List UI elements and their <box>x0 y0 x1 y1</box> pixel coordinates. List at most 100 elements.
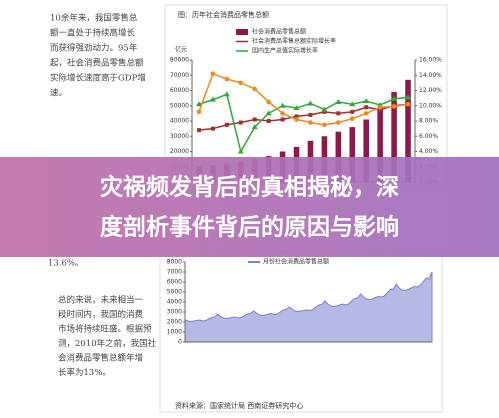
bar <box>335 131 342 182</box>
marker <box>294 114 299 119</box>
marker <box>364 105 369 110</box>
marker <box>308 112 313 117</box>
paragraph-line: 速。 <box>50 89 67 99</box>
marker <box>196 128 201 133</box>
marker <box>377 104 383 110</box>
paragraph-line: 额一直处于持续高增长 <box>50 28 136 39</box>
paragraph-line: 总的来说，未来相当一 <box>58 295 144 306</box>
legend-label: 月份社会消费品零售总额 <box>263 258 329 266</box>
y-tick-label: 4000 <box>167 299 182 306</box>
marker <box>322 122 327 128</box>
y2-tick-label: 4.00% <box>419 148 438 155</box>
area <box>184 271 433 343</box>
y-tick-label: 0 <box>178 339 182 346</box>
y2-tick-label: 6.00% <box>419 133 438 140</box>
marker <box>266 99 271 105</box>
legend-swatch <box>236 29 248 35</box>
paragraph-line: 长率为13%。 <box>58 367 111 378</box>
y-tick-label: 60000 <box>170 87 189 94</box>
legend-label: 社会消费品零售总额实际增长率 <box>252 37 336 45</box>
marker <box>224 76 230 82</box>
banner-line: 灾祸频发背后的真相揭秘，深 <box>100 174 399 201</box>
marker <box>196 109 202 115</box>
axis-label: 亿元 <box>175 46 187 54</box>
marker <box>237 148 244 154</box>
marker <box>321 106 328 112</box>
marker <box>349 116 355 122</box>
source: 资料来源：国家统计局 西南证券研究中心 <box>175 401 303 410</box>
bar <box>349 127 356 182</box>
marker <box>238 120 243 125</box>
y2-tick-label: 16.00% <box>419 57 442 64</box>
y-tick-label: 30000 <box>170 133 189 140</box>
paragraph-line: 段时间内，我国的消费 <box>58 309 144 320</box>
y-tick-label: 7000 <box>167 269 182 276</box>
paragraph-line: 10余年来，我国零售总 <box>50 13 138 24</box>
marker <box>363 111 369 116</box>
marker <box>210 71 216 77</box>
marker <box>336 120 341 125</box>
y-tick-label: 8000 <box>167 259 182 266</box>
y-tick-label: 3000 <box>167 309 182 316</box>
line <box>198 72 409 126</box>
marker <box>251 124 258 130</box>
y-tick-label: 20000 <box>170 148 189 155</box>
y-tick-label: 80000 <box>170 57 189 64</box>
y-tick-label: 70000 <box>170 72 189 79</box>
marker <box>391 95 398 101</box>
bar <box>363 119 370 182</box>
bar <box>391 92 397 182</box>
bar <box>405 79 411 182</box>
y-tick-label: 6000 <box>167 279 182 286</box>
marker <box>363 98 370 104</box>
marker <box>349 101 356 107</box>
marker <box>266 119 271 123</box>
y2-tick-label: 14.00% <box>419 72 442 79</box>
paragraph-line: 实际增长速度高于GDP增 <box>50 73 146 84</box>
y-tick-label: 5000 <box>167 289 182 296</box>
marker <box>405 101 411 107</box>
marker <box>294 117 299 122</box>
paragraph-line: 会消费品零售总额年增 <box>58 353 143 364</box>
marker <box>350 109 355 114</box>
marker <box>280 117 285 122</box>
banner-line: 度剖析事件背后的原因与影响 <box>100 214 399 241</box>
paragraph-line: 起，社会消费品零售总额 <box>50 58 144 69</box>
marker <box>336 111 341 116</box>
marker <box>293 105 300 111</box>
marker <box>210 126 215 131</box>
marker <box>280 111 285 116</box>
marker <box>335 98 342 104</box>
marker <box>322 109 327 114</box>
marker <box>223 91 230 97</box>
y-tick-label: 2000 <box>167 319 182 326</box>
paragraph-line: 市场将持续旺盛。根据预 <box>58 324 152 335</box>
y2-tick-label: 12.00% <box>419 87 442 94</box>
marker <box>252 117 257 122</box>
bar <box>377 108 383 182</box>
marker <box>308 120 313 125</box>
chart-title: 图：历年社会消费品零售总额 <box>178 10 269 19</box>
marker <box>405 94 412 100</box>
y-tick-label: 1000 <box>167 329 182 336</box>
y2-tick-label: 10.00% <box>419 102 442 109</box>
marker <box>224 122 229 127</box>
legend-label: 社会消费品零售总额 <box>252 28 306 36</box>
banner-bg <box>0 157 499 257</box>
line <box>198 93 409 154</box>
marker <box>279 102 286 108</box>
marker <box>195 101 202 107</box>
y-tick-label: 50000 <box>170 102 189 109</box>
legend-label: 国内生产总值实际增长率 <box>252 47 318 55</box>
marker <box>252 86 258 92</box>
marker <box>265 110 272 116</box>
marker <box>209 96 216 102</box>
y2-tick-label: 8.00% <box>419 118 438 125</box>
paragraph-line: 13.6%。 <box>48 259 84 269</box>
marker <box>307 100 314 106</box>
paragraph-line: 测，2010年之前，我国社 <box>58 338 157 349</box>
y-tick-label: 40000 <box>170 118 189 125</box>
paragraph-line: 而获得强劲动力。95年 <box>50 43 138 54</box>
marker <box>238 80 244 86</box>
